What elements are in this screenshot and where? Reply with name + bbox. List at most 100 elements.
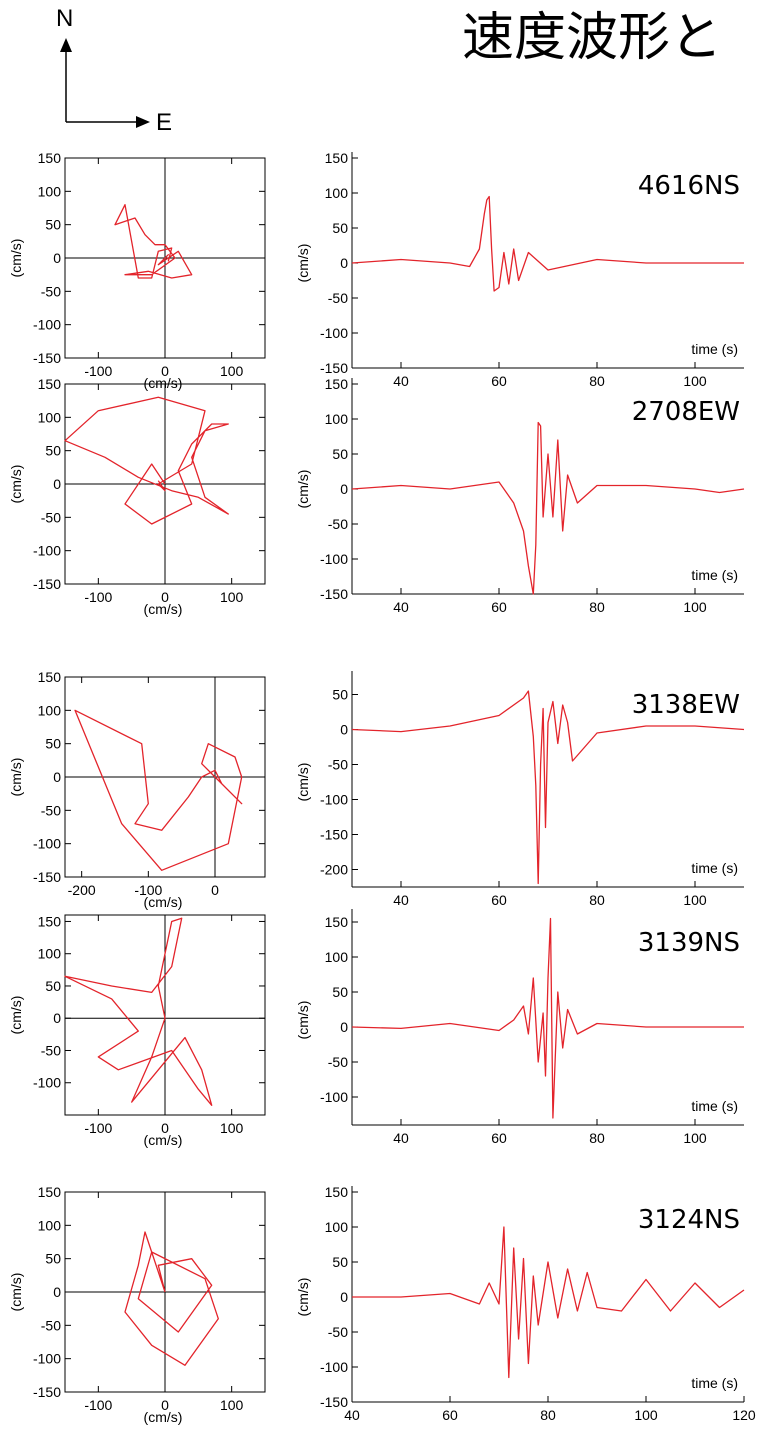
y-tick-label: 100 [38, 409, 62, 425]
x-tick-label: -100 [84, 1397, 112, 1413]
y-tick-label: -50 [41, 802, 61, 818]
y-tick-label: 50 [45, 443, 61, 459]
y-axis-label: (cm/s) [295, 470, 311, 509]
y-axis-label: (cm/s) [8, 239, 24, 278]
y-tick-label: -150 [320, 1394, 348, 1410]
x-tick-label: 100 [683, 599, 707, 615]
x-tick-label: 80 [589, 892, 605, 908]
y-axis-label: (cm/s) [295, 244, 311, 283]
y-tick-label: -100 [320, 551, 348, 567]
x-tick-label: 80 [589, 373, 605, 389]
x-tick-label: 60 [491, 892, 507, 908]
x-tick-label: 100 [634, 1407, 658, 1423]
particle-motion-trace [64, 396, 229, 525]
velocity-waveform-trace [351, 195, 744, 292]
x-tick-label: 100 [220, 1397, 244, 1413]
particle-motion-plot-3124: -150 -100 -50 0 50 100 150 -100 0 100 (cm/s) (cm/s) [8, 1184, 266, 1425]
y-tick-label: 50 [332, 446, 348, 462]
x-tick-label: 40 [393, 599, 409, 615]
y-tick-label: -150 [33, 869, 61, 885]
y-tick-label: 150 [38, 150, 62, 166]
x-tick-label: -100 [84, 589, 112, 605]
y-tick-label: 50 [45, 736, 61, 752]
velocity-waveform-trace [351, 690, 745, 885]
y-axis-label: (cm/s) [8, 996, 24, 1035]
y-tick-label: 150 [38, 1184, 62, 1200]
y-tick-label: -150 [320, 827, 348, 843]
x-tick-label: 100 [220, 589, 244, 605]
y-tick-label: -100 [320, 1089, 348, 1105]
y-tick-label: 0 [53, 1010, 61, 1026]
x-tick-label: 100 [220, 1120, 244, 1136]
y-tick-label: -100 [320, 325, 348, 341]
y-tick-label: -100 [33, 1351, 61, 1367]
x-tick-label: 60 [491, 373, 507, 389]
y-tick-label: 0 [53, 476, 61, 492]
station-label: 3138EW [632, 690, 740, 720]
y-tick-label: 0 [340, 1019, 348, 1035]
y-tick-label: -100 [320, 1359, 348, 1375]
x-axis-label: (cm/s) [144, 1409, 183, 1425]
particle-motion-trace [74, 709, 243, 871]
y-tick-label: 100 [38, 702, 62, 718]
x-tick-label: -100 [84, 1120, 112, 1136]
x-tick-label: 40 [393, 373, 409, 389]
y-tick-label: -150 [33, 1384, 61, 1400]
waveform-plot-3139: -100 -50 0 50 100 150 40 60 80 100 (cm/s) time (s) 3… [295, 909, 744, 1146]
y-tick-label: 0 [340, 722, 348, 738]
y-tick-label: 0 [340, 481, 348, 497]
y-tick-label: 50 [45, 1251, 61, 1267]
y-tick-label: -200 [320, 862, 348, 878]
x-tick-label: 0 [161, 1120, 169, 1136]
x-tick-label: 80 [589, 599, 605, 615]
x-axis-label: (cm/s) [144, 601, 183, 617]
x-tick-label: 40 [393, 892, 409, 908]
x-tick-label: 0 [211, 882, 219, 898]
x-axis-label: time (s) [691, 1098, 738, 1114]
y-tick-label: 150 [325, 914, 349, 930]
north-label: N [56, 5, 74, 32]
waveform-plot-3138: -200 -150 -100 -50 0 50 40 60 80 100 (cm/s) time (s… [295, 671, 745, 908]
y-tick-label: -150 [320, 586, 348, 602]
y-tick-label: 50 [45, 978, 61, 994]
y-tick-label: 0 [340, 255, 348, 271]
y-tick-label: -50 [328, 290, 348, 306]
north-arrowhead-icon [60, 38, 72, 52]
x-tick-label: 100 [220, 363, 244, 379]
y-tick-label: -50 [328, 1324, 348, 1340]
y-tick-label: -100 [33, 317, 61, 333]
y-tick-label: -50 [41, 1042, 61, 1058]
y-tick-label: -50 [41, 509, 61, 525]
y-tick-label: 50 [45, 217, 61, 233]
y-tick-label: -50 [328, 757, 348, 773]
velocity-waveform-trace [352, 1226, 745, 1379]
x-tick-label: 0 [161, 589, 169, 605]
particle-motion-trace [114, 204, 193, 279]
y-tick-label: 100 [38, 183, 62, 199]
y-tick-label: 150 [38, 376, 62, 392]
x-tick-label: 80 [589, 1130, 605, 1146]
y-tick-label: 150 [38, 669, 62, 685]
x-tick-label: 80 [540, 1407, 556, 1423]
y-tick-label: 100 [325, 411, 349, 427]
waveform-plot-2708: -150 -100 -50 0 50 100 150 40 60 80 100 (cm/s) time … [295, 376, 745, 615]
y-tick-label: -50 [328, 516, 348, 532]
x-tick-label: 60 [491, 1130, 507, 1146]
station-label: 3124NS [638, 1205, 740, 1235]
y-tick-label: 0 [53, 1284, 61, 1300]
y-axis-label: (cm/s) [8, 1273, 24, 1312]
x-tick-label: -200 [68, 882, 96, 898]
y-tick-label: 150 [325, 150, 349, 166]
y-tick-label: -100 [33, 1075, 61, 1091]
y-tick-label: 0 [340, 1289, 348, 1305]
x-tick-label: 40 [393, 1130, 409, 1146]
waveform-plot-3124: -150 -100 -50 0 50 100 150 40 60 80 100 120 (cm/s) ti… [295, 1184, 756, 1423]
y-tick-label: 150 [325, 376, 349, 392]
y-tick-label: 100 [325, 1219, 349, 1235]
compass-arrows-icon [60, 38, 150, 128]
y-tick-label: 150 [38, 913, 62, 929]
x-tick-label: 0 [161, 363, 169, 379]
x-tick-label: 100 [683, 892, 707, 908]
y-tick-label: -50 [41, 283, 61, 299]
